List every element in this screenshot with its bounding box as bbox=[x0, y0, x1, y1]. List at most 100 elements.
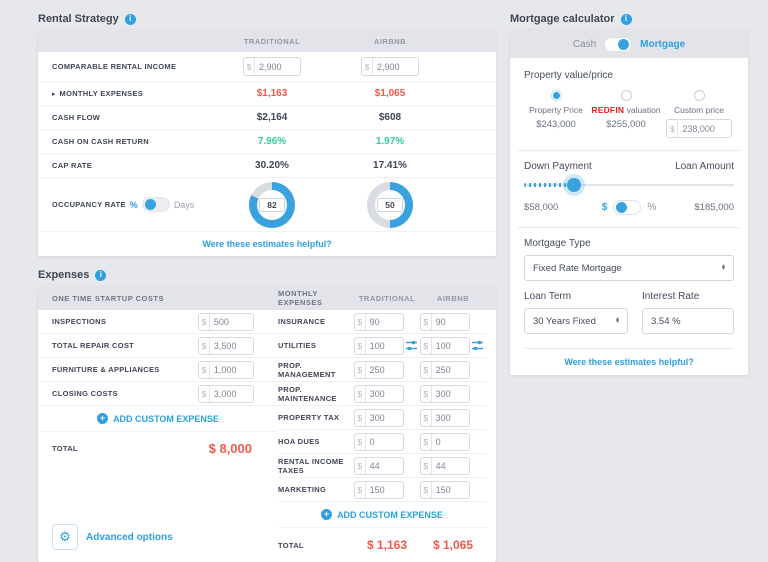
occupancy-input-airbnb[interactable]: 50 bbox=[377, 197, 403, 212]
utilities-airbnb-field[interactable] bbox=[431, 337, 469, 354]
hoa-dues-airbnb-field[interactable] bbox=[431, 433, 469, 450]
loan-term-select[interactable]: 30 Years Fixed ▴ ▾ bbox=[524, 308, 628, 334]
row-label: RENTAL INCOME TAXES bbox=[278, 456, 344, 475]
mortgage-type-select[interactable]: Fixed Rate Mortgage ▴ ▾ bbox=[524, 255, 734, 281]
custom-price-option[interactable]: Custom price $ bbox=[664, 90, 734, 138]
cash-mortgage-toggle[interactable] bbox=[604, 36, 633, 52]
toggle-knob bbox=[144, 199, 156, 210]
rental-income-taxes-traditional-field[interactable] bbox=[365, 457, 403, 474]
add-custom-expense-button[interactable]: + ADD CUSTOM EXPENSE bbox=[38, 406, 278, 432]
mortgage-option-label[interactable]: Mortgage bbox=[640, 38, 686, 50]
slider-track[interactable] bbox=[524, 184, 734, 186]
advanced-options-link[interactable]: Advanced options bbox=[86, 531, 173, 543]
down-payment-slider[interactable] bbox=[524, 178, 734, 192]
monthly-total-airbnb: $ 1,065 bbox=[432, 538, 474, 552]
marketing-traditional-field[interactable] bbox=[365, 481, 403, 498]
row-label: MONTHLY EXPENSES bbox=[59, 89, 144, 98]
startup-costs-header: ONE TIME STARTUP COSTS bbox=[52, 293, 164, 303]
occupancy-input-traditional[interactable]: 82 bbox=[259, 197, 285, 212]
hoa-dues-input-airbnb[interactable]: $ bbox=[420, 432, 470, 451]
interest-rate-input[interactable] bbox=[642, 308, 734, 334]
add-custom-expense-button[interactable]: + ADD CUSTOM EXPENSE bbox=[278, 502, 486, 528]
rental-income-input-airbnb[interactable]: $ bbox=[361, 57, 419, 76]
marketing-airbnb-field[interactable] bbox=[431, 481, 469, 498]
rental-income-traditional-field[interactable] bbox=[255, 58, 300, 75]
estimates-helpful-link[interactable]: Were these estimates helpful? bbox=[564, 357, 694, 367]
utilities-breakdown-sliders-icon[interactable] bbox=[406, 340, 417, 351]
occupancy-rate-label: OCCUPANCY RATE bbox=[52, 200, 126, 209]
prop-maintenance-airbnb-field[interactable] bbox=[431, 385, 469, 402]
property-tax-traditional-field[interactable] bbox=[365, 409, 403, 426]
repair-cost-field[interactable] bbox=[209, 337, 253, 354]
table-row: COMPARABLE RENTAL INCOME $ $ bbox=[38, 52, 496, 81]
property-price-option[interactable]: Property Price $243,000 bbox=[524, 90, 588, 138]
prop-management-input-airbnb[interactable]: $ bbox=[420, 360, 470, 379]
interest-rate-field[interactable] bbox=[651, 315, 725, 327]
row-label: PROPERTY TAX bbox=[278, 413, 340, 422]
inspections-input[interactable]: $ bbox=[198, 312, 254, 331]
table-row-monthly-expenses[interactable]: ▸ MONTHLY EXPENSES $1,163 $1,065 bbox=[38, 81, 496, 105]
radio[interactable] bbox=[693, 90, 705, 101]
marketing-input-airbnb[interactable]: $ bbox=[420, 480, 470, 499]
closing-costs-input[interactable]: $ bbox=[198, 384, 254, 403]
prop-maintenance-input-traditional[interactable]: $ bbox=[354, 384, 404, 403]
startup-total-value: $ 8,000 bbox=[208, 440, 252, 456]
insurance-input-traditional[interactable]: $ bbox=[354, 312, 404, 331]
rental-income-taxes-airbnb-field[interactable] bbox=[431, 457, 469, 474]
table-row: RENTAL INCOME TAXES $ $ bbox=[278, 454, 486, 478]
custom-price-input[interactable]: $ bbox=[666, 119, 732, 138]
repair-cost-input[interactable]: $ bbox=[198, 336, 254, 355]
insurance-airbnb-field[interactable] bbox=[431, 313, 469, 330]
marketing-input-traditional[interactable]: $ bbox=[354, 480, 404, 499]
rental-income-input-traditional[interactable]: $ bbox=[243, 57, 301, 76]
info-icon[interactable]: i bbox=[95, 269, 107, 281]
occupancy-unit-days[interactable]: Days bbox=[173, 199, 195, 210]
utilities-input-traditional[interactable]: $ bbox=[354, 336, 404, 355]
utilities-input-airbnb[interactable]: $ bbox=[420, 336, 470, 355]
property-tax-input-airbnb[interactable]: $ bbox=[420, 408, 470, 427]
property-tax-airbnb-field[interactable] bbox=[431, 409, 469, 426]
hoa-dues-traditional-field[interactable] bbox=[365, 433, 403, 450]
rental-income-taxes-input-traditional[interactable]: $ bbox=[354, 456, 404, 475]
prop-management-input-traditional[interactable]: $ bbox=[354, 360, 404, 379]
occupancy-unit-percent[interactable]: % bbox=[129, 199, 138, 210]
loan-amount-value: $185,000 bbox=[694, 202, 734, 213]
prop-management-traditional-field[interactable] bbox=[365, 361, 403, 378]
table-row: HOA DUES $ $ bbox=[278, 430, 486, 454]
dollar-unit-label[interactable]: $ bbox=[601, 202, 608, 213]
utilities-breakdown-sliders-icon[interactable] bbox=[472, 340, 483, 351]
loan-term-label: Loan Term bbox=[524, 291, 572, 302]
rental-income-airbnb-field[interactable] bbox=[373, 58, 418, 75]
property-tax-input-traditional[interactable]: $ bbox=[354, 408, 404, 427]
expenses-title: Expenses bbox=[38, 269, 90, 281]
redfin-valuation-option[interactable]: REDFIN valuation $255,000 bbox=[588, 90, 664, 138]
custom-price-field[interactable] bbox=[678, 120, 731, 137]
slider-handle[interactable] bbox=[567, 178, 582, 192]
prop-maintenance-input-airbnb[interactable]: $ bbox=[420, 384, 470, 403]
expand-caret-icon[interactable]: ▸ bbox=[52, 90, 56, 98]
estimates-helpful-link[interactable]: Were these estimates helpful? bbox=[202, 239, 332, 249]
radio[interactable] bbox=[620, 90, 632, 101]
dollar-prefix: $ bbox=[421, 337, 432, 354]
info-icon[interactable]: i bbox=[620, 13, 632, 25]
utilities-traditional-field[interactable] bbox=[365, 337, 403, 354]
cash-option-label[interactable]: Cash bbox=[572, 38, 597, 50]
occupancy-unit-toggle[interactable] bbox=[141, 197, 170, 212]
insurance-traditional-field[interactable] bbox=[365, 313, 403, 330]
rental-income-taxes-input-airbnb[interactable]: $ bbox=[420, 456, 470, 475]
dollar-percent-toggle[interactable] bbox=[613, 200, 642, 215]
closing-costs-field[interactable] bbox=[209, 385, 253, 402]
radio-selected[interactable] bbox=[550, 90, 562, 101]
prop-maintenance-traditional-field[interactable] bbox=[365, 385, 403, 402]
percent-unit-label[interactable]: % bbox=[647, 202, 657, 213]
left-column: Rental Strategy i TRADITIONAL AIRBNB COM… bbox=[38, 8, 496, 562]
hoa-dues-input-traditional[interactable]: $ bbox=[354, 432, 404, 451]
prop-management-airbnb-field[interactable] bbox=[431, 361, 469, 378]
furniture-appliances-input[interactable]: $ bbox=[198, 360, 254, 379]
row-label: PROP. MANAGEMENT bbox=[278, 360, 336, 379]
furniture-appliances-field[interactable] bbox=[209, 361, 253, 378]
inspections-field[interactable] bbox=[209, 313, 253, 330]
info-icon[interactable]: i bbox=[124, 13, 136, 25]
gear-button[interactable]: ⚙ bbox=[52, 524, 78, 550]
insurance-input-airbnb[interactable]: $ bbox=[420, 312, 470, 331]
